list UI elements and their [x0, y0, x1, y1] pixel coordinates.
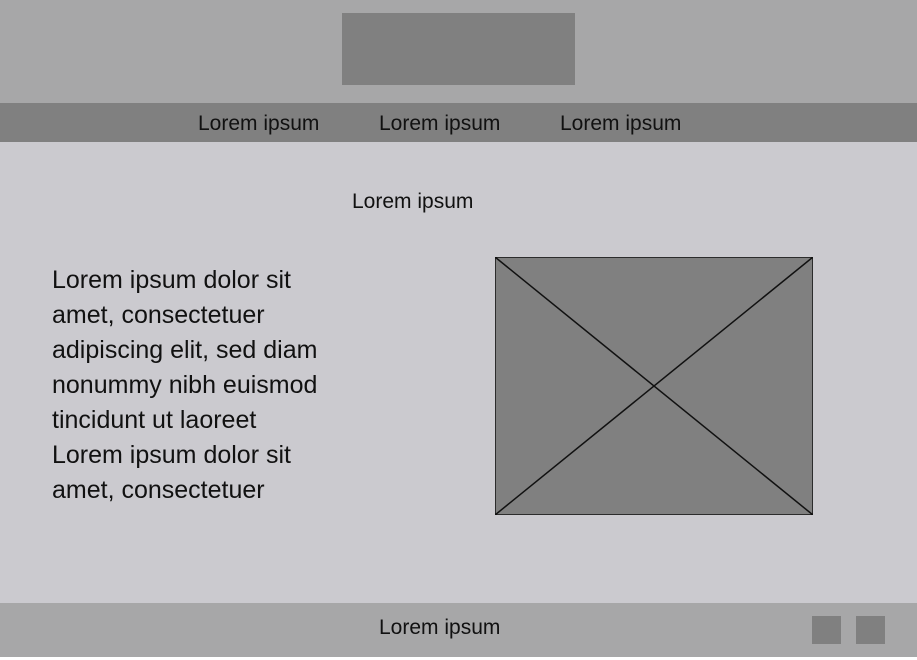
body-line: Lorem ipsum dolor sit — [52, 266, 291, 294]
footer-text: Lorem ipsum — [379, 616, 501, 639]
footer-square-button-2[interactable] — [856, 616, 885, 644]
image-placeholder — [495, 257, 813, 515]
body-line: Lorem ipsum dolor sit — [52, 441, 291, 469]
section-title: Lorem ipsum — [352, 190, 474, 213]
body-text: Lorem ipsum dolor sit amet, consectetuer… — [52, 263, 382, 508]
main-content: Lorem ipsum Lorem ipsum dolor sit amet, … — [0, 142, 917, 603]
header — [0, 0, 917, 103]
bottom-edge — [0, 657, 917, 660]
body-line: tincidunt ut laoreet — [52, 406, 257, 434]
nav-item-2[interactable]: Lorem ipsum — [379, 112, 501, 135]
logo-placeholder[interactable] — [342, 13, 575, 85]
navigation-bar: Lorem ipsum Lorem ipsum Lorem ipsum — [0, 103, 917, 142]
footer-square-button-1[interactable] — [812, 616, 841, 644]
body-line: adipiscing elit, sed diam — [52, 336, 318, 364]
nav-item-1[interactable]: Lorem ipsum — [198, 112, 320, 135]
body-line: nonummy nibh euismod — [52, 371, 318, 399]
nav-item-3[interactable]: Lorem ipsum — [560, 112, 682, 135]
body-line: amet, consectetuer — [52, 301, 265, 329]
body-line: amet, consectetuer — [52, 476, 265, 504]
footer: Lorem ipsum — [0, 603, 917, 657]
